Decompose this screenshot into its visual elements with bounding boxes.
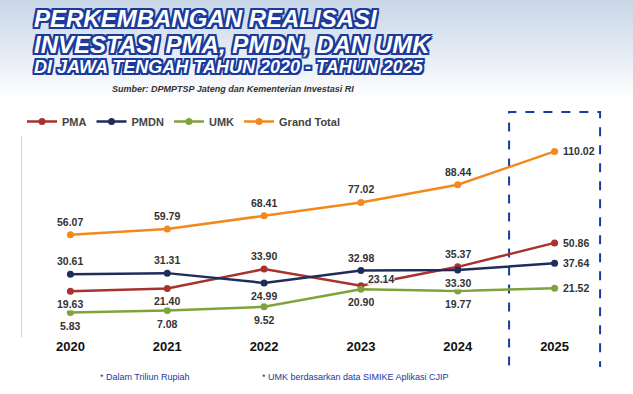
svg-text:59.79: 59.79 (154, 210, 180, 222)
svg-text:2020: 2020 (56, 339, 85, 354)
svg-text:88.44: 88.44 (445, 166, 471, 178)
svg-text:2025: 2025 (540, 339, 569, 354)
svg-text:2022: 2022 (250, 339, 279, 354)
svg-text:32.98: 32.98 (348, 252, 374, 264)
svg-text:9.52: 9.52 (254, 314, 275, 326)
svg-text:7.08: 7.08 (157, 318, 178, 330)
svg-text:110.02: 110.02 (563, 145, 595, 157)
svg-text:21.40: 21.40 (154, 295, 180, 307)
svg-text:2021: 2021 (153, 339, 182, 354)
svg-text:30.61: 30.61 (57, 255, 83, 267)
svg-text:33.90: 33.90 (251, 250, 277, 262)
svg-text:Grand Total: Grand Total (279, 116, 340, 128)
html-text:Sumber: DPMPTSP Jateng dan Kem: Sumber: DPMPTSP Jateng dan Kementerian I… (112, 84, 354, 94)
svg-text:33.30: 33.30 (445, 277, 471, 289)
html-text:INVESTASI PMA, PMDN, DAN UMK: INVESTASI PMA, PMDN, DAN UMK (34, 30, 430, 58)
svg-text:19.63: 19.63 (57, 298, 83, 310)
svg-text:77.02: 77.02 (348, 183, 374, 195)
svg-text:19.77: 19.77 (445, 298, 471, 310)
svg-text:21.52: 21.52 (563, 282, 589, 294)
svg-text:20.90: 20.90 (348, 296, 374, 308)
html-text:PERKEMBANGAN REALISASI: PERKEMBANGAN REALISASI (34, 5, 377, 32)
html-text:* UMK berdasarkan data SIMIKE: * UMK berdasarkan data SIMIKE Aplikasi C… (262, 372, 449, 382)
svg-text:37.64: 37.64 (563, 257, 589, 269)
svg-text:35.37: 35.37 (445, 248, 471, 260)
html-text:* Dalam Triliun Rupiah: * Dalam Triliun Rupiah (100, 372, 190, 382)
svg-text:PMA: PMA (62, 116, 87, 128)
svg-text:24.99: 24.99 (251, 290, 277, 302)
svg-text:2024: 2024 (443, 339, 473, 354)
svg-text:5.83: 5.83 (60, 320, 81, 332)
svg-text:50.86: 50.86 (563, 237, 589, 249)
svg-text:2023: 2023 (346, 339, 375, 354)
svg-text:68.41: 68.41 (251, 197, 277, 209)
svg-text:56.07: 56.07 (57, 216, 83, 228)
svg-text:23.14: 23.14 (368, 273, 394, 285)
svg-text:UMK: UMK (209, 116, 234, 128)
svg-text:31.31: 31.31 (154, 254, 180, 266)
svg-text:PMDN: PMDN (132, 116, 164, 128)
html-text:DI JAWA TENGAH TAHUN 2020 - TA: DI JAWA TENGAH TAHUN 2020 - TAHUN 2025 (34, 56, 423, 77)
